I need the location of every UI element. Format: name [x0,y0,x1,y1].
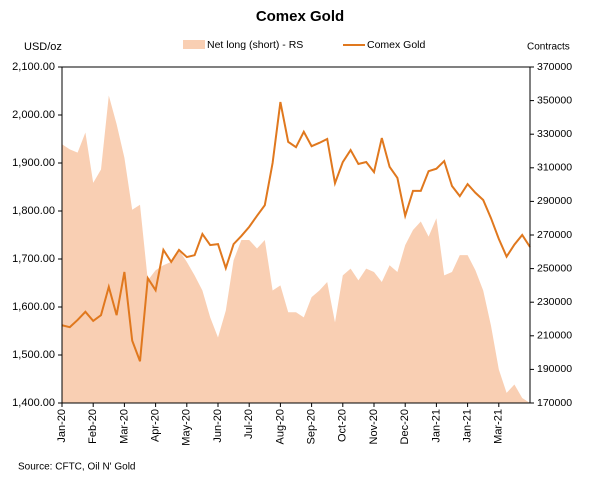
legend-label: Comex Gold [367,39,426,51]
area-series [62,95,530,403]
legend-swatch [183,40,205,49]
y2-tick-label: 350000 [537,94,572,106]
y-tick-label: 2,100.00 [12,61,55,73]
y2-tick-label: 250000 [537,262,572,274]
x-tick-label: Jan-20 [56,409,68,443]
y-tick-label: 1,400.00 [12,397,55,409]
y-tick-label: 2,000.00 [12,109,55,121]
x-tick-label: Mar-21 [493,409,505,444]
x-tick-label: Mar-20 [118,409,130,444]
x-tick-label: Oct-20 [337,409,349,442]
y2-axis-label: Contracts [527,42,570,53]
y-tick-label: 1,600.00 [12,301,55,313]
y-axis-label: USD/oz [24,41,62,53]
x-tick-label: Sep-20 [306,409,318,444]
legend-label: Net long (short) - RS [207,39,303,51]
y-tick-label: 1,700.00 [12,253,55,265]
x-tick-label: Jun-20 [212,409,224,443]
y2-tick-label: 370000 [537,61,572,73]
y2-tick-label: 210000 [537,330,572,342]
y2-tick-label: 290000 [537,195,572,207]
y2-tick-label: 270000 [537,229,572,241]
x-tick-label: Jan-21 [462,409,474,443]
x-tick-label: Jul-20 [243,409,255,439]
x-tick-label: Feb-20 [87,409,99,444]
y2-tick-label: 310000 [537,162,572,174]
y2-tick-label: 330000 [537,128,572,140]
y2-tick-label: 230000 [537,296,572,308]
chart-title: Comex Gold [256,8,344,25]
y-tick-label: 1,900.00 [12,157,55,169]
y-tick-label: 1,800.00 [12,205,55,217]
x-tick-label: Aug-20 [274,409,286,444]
y2-tick-label: 170000 [537,397,572,409]
x-tick-label: Dec-20 [399,409,411,444]
source-note: Source: CFTC, Oil N' Gold [18,462,136,473]
line-series [61,101,531,362]
x-tick-label: Apr-20 [150,409,162,442]
y2-tick-label: 190000 [537,363,572,375]
x-tick-label: Nov-20 [368,409,380,444]
x-tick-label: May-20 [181,409,193,446]
y-tick-label: 1,500.00 [12,349,55,361]
x-tick-label: Jan-21 [430,409,442,443]
